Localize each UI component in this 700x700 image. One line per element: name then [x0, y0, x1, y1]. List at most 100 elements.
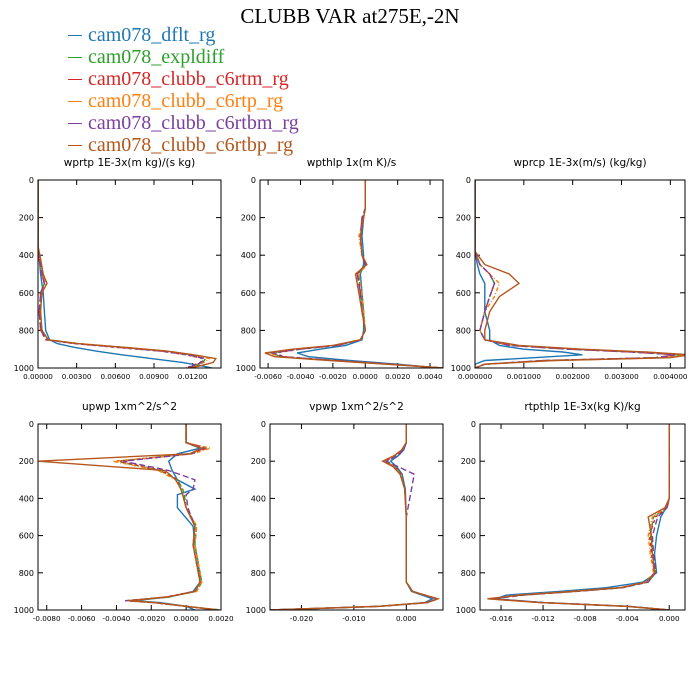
legend-entry: cam078_expldiff — [68, 46, 299, 68]
legend-entry: cam078_dflt_rg — [68, 24, 299, 46]
series-line — [266, 180, 443, 368]
panel-title: rtpthlp 1E-3x(kg K)/kg — [524, 401, 640, 413]
series-line — [475, 180, 676, 368]
y-tick-label: 800 — [251, 569, 266, 578]
y-tick-label: 400 — [461, 494, 476, 503]
panel-title: wpthlp 1x(m K)/s — [307, 157, 397, 169]
panel-frame — [37, 179, 222, 369]
legend-entry: cam078_clubb_c6rtp_rg — [68, 90, 299, 112]
panel-3: wprcp 1E-3x(m/s) (kg/kg) 0 200 400 600 800 100… — [451, 157, 688, 381]
panel-title: vpwp 1xm^2/s^2 — [309, 401, 404, 413]
x-tick-label: 0.00900 — [139, 372, 169, 381]
x-tick-label: 0.00300 — [62, 372, 92, 381]
panel-frame — [474, 179, 686, 369]
series-line — [270, 424, 441, 610]
legend-label: cam078_clubb_c6rtbp_rg — [88, 134, 294, 156]
legend-swatch — [68, 34, 82, 36]
panel-frame — [479, 423, 686, 611]
x-tick-label: -0.008 — [574, 614, 598, 623]
series-line — [270, 424, 441, 610]
series-line — [38, 180, 206, 368]
y-tick-label: 1000 — [236, 364, 256, 373]
panel-6: rtpthlp 1E-3x(kg K)/kg 0 200 400 600 800 1000 -… — [456, 401, 686, 623]
legend-swatch — [68, 78, 82, 80]
series-line — [475, 180, 685, 368]
series-line — [487, 424, 670, 610]
series-line — [38, 180, 217, 368]
x-tick-label: -0.010 — [342, 614, 366, 623]
y-tick-label: 1000 — [451, 364, 471, 373]
series-line — [38, 180, 207, 368]
series-line — [475, 180, 685, 368]
x-tick-label: 0.000 — [659, 614, 680, 623]
y-tick-label: 0 — [261, 420, 266, 429]
panel-frame — [37, 423, 222, 611]
panel-title: wprcp 1E-3x(m/s) (kg/kg) — [513, 157, 646, 169]
figure-title: CLUBB VAR at275E,-2N — [240, 4, 460, 28]
y-tick-label: 800 — [456, 326, 471, 335]
x-tick-label: -0.0060 — [254, 372, 282, 381]
y-tick-label: 400 — [241, 251, 256, 260]
panel-title: wprtp 1E-3x(m kg)/(s kg) — [64, 157, 195, 169]
y-tick-label: 1000 — [14, 364, 34, 373]
x-tick-label: -0.012 — [531, 614, 554, 623]
legend-entry: cam078_clubb_c6rtbm_rg — [68, 112, 299, 134]
legend-entry: cam078_clubb_c6rtbp_rg — [68, 134, 299, 156]
y-tick-label: 800 — [19, 569, 34, 578]
x-tick-label: -0.0040 — [287, 372, 315, 381]
y-tick-label: 600 — [456, 289, 471, 298]
y-tick-label: 800 — [241, 326, 256, 335]
y-tick-label: 600 — [461, 532, 476, 541]
x-tick-label: 0.01200 — [178, 372, 208, 381]
x-tick-label: -0.0020 — [319, 372, 347, 381]
y-tick-label: 1000 — [246, 606, 266, 615]
x-tick-label: 0.00600 — [100, 372, 130, 381]
y-tick-label: 200 — [461, 457, 476, 466]
y-tick-label: 600 — [19, 289, 34, 298]
series-line — [270, 424, 441, 610]
legend-entry: cam078_clubb_c6rtm_rg — [68, 68, 299, 90]
y-tick-label: 0 — [251, 176, 256, 185]
series-line — [38, 180, 205, 368]
y-tick-label: 200 — [19, 214, 34, 223]
legend-swatch — [68, 122, 82, 124]
x-tick-label: 0.0000 — [353, 372, 379, 381]
series-line — [475, 180, 676, 368]
legend-label: cam078_clubb_c6rtbm_rg — [88, 112, 299, 134]
panel-4: upwp 1xm^2/s^2 0 200 400 600 800 1000-0.0080 -0… — [14, 401, 234, 623]
legend-label: cam078_dflt_rg — [88, 24, 216, 46]
y-tick-label: 400 — [19, 494, 34, 503]
x-tick-label: -0.0020 — [137, 614, 165, 623]
y-tick-label: 0 — [29, 176, 34, 185]
series-line — [489, 424, 670, 610]
x-tick-label: 0.003000 — [604, 372, 639, 381]
y-tick-label: 400 — [456, 251, 471, 260]
x-tick-label: 0.0040 — [417, 372, 443, 381]
series-line — [270, 424, 441, 610]
x-tick-label: 0.001000 — [507, 372, 542, 381]
series-line — [38, 424, 218, 610]
x-tick-label: -0.0080 — [33, 614, 61, 623]
series-line — [296, 180, 439, 368]
series-line — [38, 180, 212, 368]
panel-frame — [259, 179, 444, 369]
x-tick-label: -0.0040 — [103, 614, 131, 623]
series-line — [475, 180, 583, 368]
legend-swatch — [68, 56, 82, 58]
series-line — [119, 424, 218, 610]
series-line — [475, 180, 681, 368]
y-tick-label: 800 — [461, 569, 476, 578]
y-tick-label: 600 — [241, 289, 256, 298]
x-tick-label: -0.004 — [616, 614, 640, 623]
legend-label: cam078_clubb_c6rtp_rg — [88, 90, 284, 112]
y-tick-label: 200 — [241, 214, 256, 223]
x-tick-label: 0.0020 — [208, 614, 234, 623]
x-tick-label: -0.020 — [290, 614, 314, 623]
y-tick-label: 0 — [471, 420, 476, 429]
legend: cam078_dflt_rg cam078_expldiff cam078_club… — [68, 24, 299, 156]
series-line — [270, 424, 441, 610]
y-tick-label: 200 — [19, 457, 34, 466]
y-tick-label: 0 — [466, 176, 471, 185]
y-tick-label: 1000 — [456, 606, 476, 615]
